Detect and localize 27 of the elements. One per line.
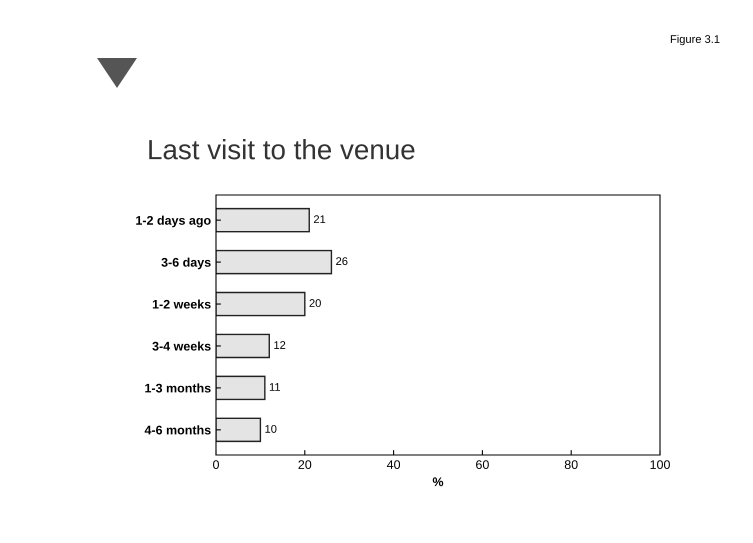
x-tick-label: 40 xyxy=(386,460,400,470)
bar xyxy=(216,292,306,316)
bar xyxy=(216,334,270,358)
y-tick-label: 1-2 weeks xyxy=(152,300,211,309)
x-tick-label: 80 xyxy=(564,460,578,470)
bar xyxy=(216,376,266,400)
y-tick-label: 3-6 days xyxy=(161,258,211,270)
bar xyxy=(216,208,310,232)
x-axis-title: % xyxy=(432,477,444,486)
bar xyxy=(216,250,332,274)
x-tick-label: 20 xyxy=(298,460,312,470)
y-tick-label: 3-4 weeks xyxy=(152,341,211,351)
x-tick-label: 100 xyxy=(650,460,670,470)
x-tick-label: 0 xyxy=(213,460,219,470)
caption: Figure 3.1 xyxy=(670,34,720,46)
data-label: 11 xyxy=(270,383,280,391)
data-label: 20 xyxy=(310,299,321,308)
data-label: 26 xyxy=(336,257,348,266)
y-tick-label: 1-2 days ago xyxy=(136,216,211,228)
data-label: 12 xyxy=(274,341,286,349)
chart-title: Last visit to the venue xyxy=(149,139,414,160)
data-label: 10 xyxy=(265,424,276,433)
data-label: 21 xyxy=(314,215,326,224)
bar xyxy=(216,418,262,442)
y-tick-label: 1-3 months xyxy=(145,383,211,393)
y-tick-label: 4-6 months xyxy=(144,425,211,434)
x-tick-label: 60 xyxy=(476,460,489,470)
